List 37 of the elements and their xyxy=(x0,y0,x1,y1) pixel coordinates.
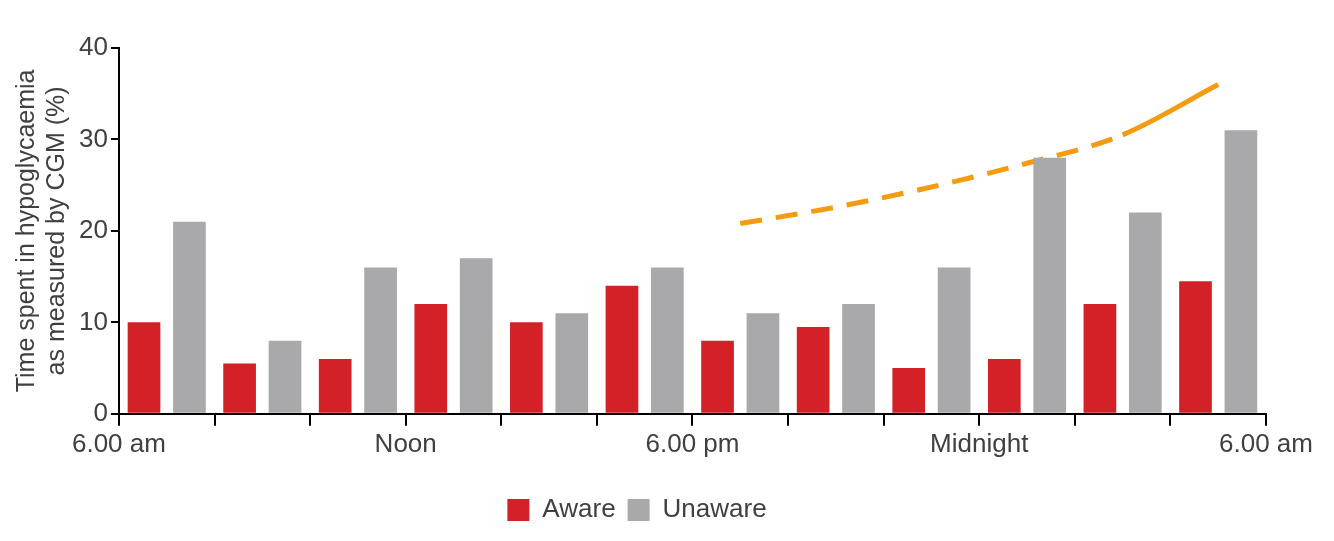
bar xyxy=(268,340,302,413)
y-tick-label: 30 xyxy=(79,122,108,153)
text: 6.00 am xyxy=(1219,427,1313,458)
bar xyxy=(173,221,206,413)
bar xyxy=(1128,212,1162,413)
text: Midnight xyxy=(930,427,1030,458)
bar xyxy=(605,285,639,413)
y-tick-label: 10 xyxy=(79,305,108,336)
bar xyxy=(1083,304,1117,413)
bar xyxy=(842,304,875,413)
bar xyxy=(796,326,830,413)
bar xyxy=(987,358,1021,413)
bar xyxy=(318,358,352,413)
bar xyxy=(746,313,780,413)
bar xyxy=(1224,130,1258,413)
bar xyxy=(223,363,256,413)
y-tick-label: 0 xyxy=(93,396,108,427)
bar xyxy=(510,322,543,413)
y-tick-label: 20 xyxy=(79,214,108,245)
text: Noon xyxy=(374,427,437,458)
bar xyxy=(1179,281,1212,413)
bar xyxy=(364,267,397,413)
text: 6.00 pm xyxy=(645,427,740,458)
bar xyxy=(701,340,734,413)
text: 6.00 am xyxy=(71,427,166,458)
bar xyxy=(892,368,926,413)
bar xyxy=(459,258,493,413)
bar xyxy=(414,304,448,413)
y-tick-label: 40 xyxy=(79,31,108,62)
legend-label: Unaware xyxy=(662,493,767,524)
legend-label: Aware xyxy=(542,493,616,524)
bar xyxy=(651,267,684,413)
bar xyxy=(1033,157,1067,413)
bar xyxy=(555,313,589,413)
bar xyxy=(937,267,971,413)
y-axis-title: Time spent in hypoglycaemia as measured by CGM (%) xyxy=(10,69,69,393)
bar xyxy=(127,322,161,413)
